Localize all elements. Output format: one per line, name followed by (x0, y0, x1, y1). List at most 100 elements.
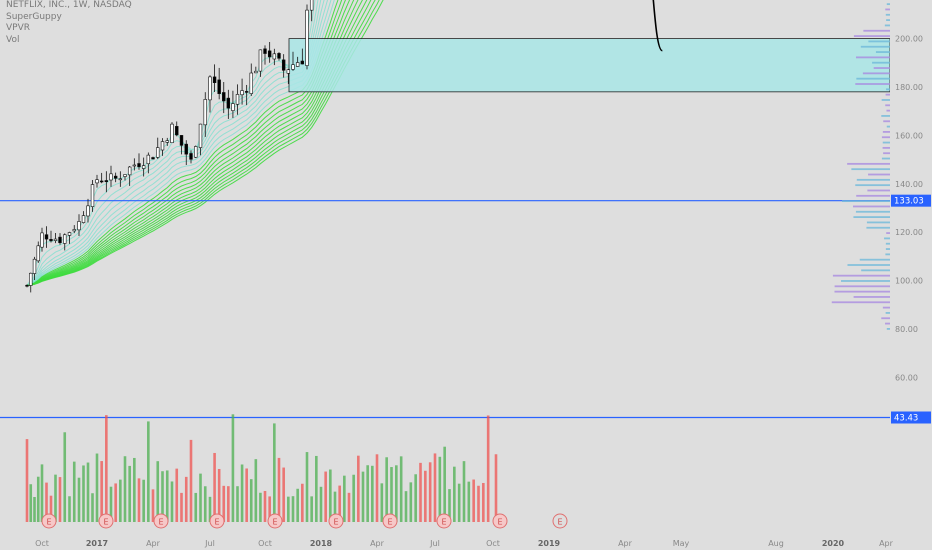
earnings-marker[interactable]: E (492, 513, 508, 529)
candle-body[interactable] (203, 99, 207, 126)
candle-body[interactable] (53, 238, 58, 241)
candle-body[interactable] (63, 234, 67, 244)
volume-bar (433, 453, 437, 522)
candle-body[interactable] (309, 0, 314, 11)
legend-indicator-vol[interactable]: Vol (6, 34, 20, 45)
candle-body[interactable] (295, 62, 300, 67)
candle-body[interactable] (40, 232, 44, 248)
earnings-marker[interactable]: E (41, 513, 57, 529)
legend-indicator-vpvr[interactable]: VPVR (6, 23, 30, 33)
volume-bar (36, 476, 40, 522)
volume-bar (151, 489, 155, 522)
candle-body[interactable] (104, 180, 109, 183)
candle-body[interactable] (189, 153, 193, 160)
candle-body[interactable] (226, 97, 231, 109)
earnings-marker[interactable]: E (552, 513, 568, 529)
candle-body[interactable] (263, 48, 267, 54)
candle-body[interactable] (170, 123, 174, 144)
candle-body[interactable] (179, 135, 184, 146)
candle-body[interactable] (305, 9, 309, 66)
candle-body[interactable] (44, 234, 49, 240)
candle-body[interactable] (118, 178, 123, 181)
volume-profile-bar (886, 232, 890, 234)
candle-body[interactable] (32, 258, 37, 274)
candle-body[interactable] (240, 90, 244, 96)
guppy-ema-line (26, 0, 335, 286)
candle-body[interactable] (212, 76, 217, 84)
candle-body[interactable] (25, 284, 29, 287)
candle-body[interactable] (146, 154, 151, 165)
candle-body[interactable] (127, 166, 132, 176)
candle-body[interactable] (300, 60, 305, 65)
earnings-marker[interactable]: E (267, 513, 283, 529)
candle-body[interactable] (235, 94, 240, 105)
volume-profile-bar (881, 157, 890, 160)
earnings-marker[interactable]: E (98, 513, 114, 529)
time-axis[interactable]: Oct 2017 Apr Jul Oct 2018 Apr Jul Oct 2019 Apr May A… (35, 539, 894, 548)
candle-body[interactable] (137, 163, 141, 168)
candle-body[interactable] (99, 180, 104, 183)
candle-body[interactable] (95, 179, 99, 184)
candle-body[interactable] (123, 174, 127, 177)
candle-body[interactable] (254, 70, 258, 74)
candle-body[interactable] (141, 165, 146, 169)
volume-profile-bar (853, 35, 890, 37)
candle-body[interactable] (72, 229, 76, 232)
guppy-ema-line (26, 0, 351, 286)
volume-profile-bar (834, 290, 890, 293)
candle-body[interactable] (281, 59, 286, 71)
candle-body[interactable] (160, 141, 165, 151)
volume-profile-bar (886, 3, 890, 6)
volume-profile-bar (841, 280, 890, 282)
earnings-marker[interactable]: E (153, 513, 169, 529)
volume-bar (40, 464, 44, 522)
earnings-marker-label: E (158, 518, 163, 527)
candle-body[interactable] (277, 53, 281, 59)
candle-body[interactable] (132, 164, 137, 167)
guppy-ema-line (26, 0, 329, 286)
candle-body[interactable] (208, 76, 212, 101)
legend-indicator-superguppy[interactable]: SuperGuppy (6, 11, 62, 22)
candle-body[interactable] (231, 103, 235, 111)
guppy-ema-line (26, 0, 316, 286)
zone-box[interactable] (288, 38, 891, 93)
candle-body[interactable] (165, 140, 169, 143)
candle-body[interactable] (29, 272, 33, 286)
legend-symbol[interactable]: NETFLIX, INC., 1W, NASDAQ (6, 0, 132, 10)
earnings-marker[interactable]: E (382, 513, 398, 529)
candle-body[interactable] (86, 205, 90, 217)
candle-body[interactable] (217, 79, 221, 94)
candle-body[interactable] (58, 236, 62, 244)
candle-body[interactable] (113, 175, 118, 179)
candle-body[interactable] (81, 215, 86, 223)
candle-body[interactable] (36, 245, 40, 262)
volume-bar (301, 483, 304, 522)
candle-body[interactable] (184, 143, 188, 155)
candle-body[interactable] (272, 53, 277, 60)
candle-body[interactable] (194, 146, 198, 158)
candle-body[interactable] (151, 157, 155, 160)
candle-body[interactable] (198, 123, 203, 148)
candle-body[interactable] (77, 221, 81, 231)
earnings-marker[interactable]: E (209, 513, 225, 529)
candle-body[interactable] (258, 49, 263, 72)
candle-body[interactable] (267, 50, 272, 58)
candle-body[interactable] (90, 184, 95, 207)
candle-body[interactable] (49, 239, 53, 242)
candle-body[interactable] (67, 232, 72, 236)
earnings-marker[interactable]: E (436, 513, 452, 529)
candle-body[interactable] (175, 126, 179, 136)
candle-body[interactable] (156, 147, 160, 158)
volume-bar (324, 471, 327, 522)
earnings-marker[interactable]: E (328, 513, 344, 529)
candle-body[interactable] (286, 69, 291, 74)
volume-profile-bar (853, 296, 890, 298)
candle-body[interactable] (249, 72, 253, 94)
volume-bar (133, 457, 136, 522)
price-axis[interactable]: 60.00 80.00 100.00 120.00 140.00 160.00 180.00… (890, 0, 932, 550)
candle-body[interactable] (109, 173, 113, 181)
candle-body[interactable] (244, 91, 249, 93)
candle-body[interactable] (291, 64, 295, 70)
candle-body[interactable] (222, 92, 226, 102)
